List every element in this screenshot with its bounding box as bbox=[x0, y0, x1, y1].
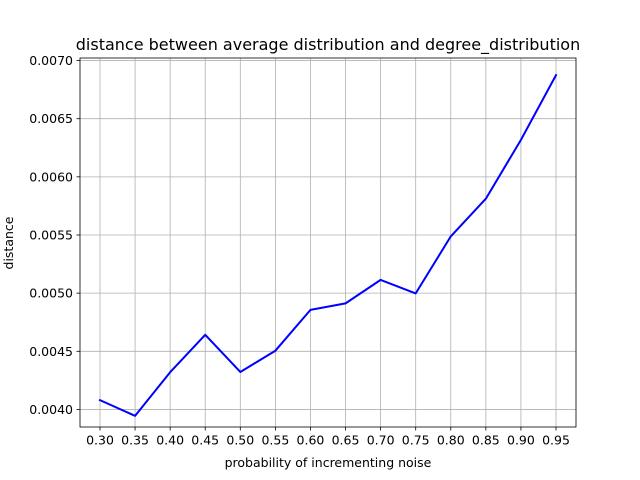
y-tick-label: 0.0065 bbox=[29, 111, 73, 126]
x-tick-label: 0.80 bbox=[437, 433, 465, 448]
y-tick-label: 0.0070 bbox=[29, 53, 73, 68]
series-line bbox=[98, 73, 558, 417]
y-tick-label: 0.0055 bbox=[29, 227, 73, 242]
x-tick-label: 0.30 bbox=[86, 433, 114, 448]
x-tick-label: 0.65 bbox=[332, 433, 360, 448]
x-tick-label: 0.95 bbox=[542, 433, 570, 448]
x-tick-label: 0.70 bbox=[367, 433, 395, 448]
x-tick-label: 0.45 bbox=[191, 433, 219, 448]
x-tick-label: 0.90 bbox=[507, 433, 535, 448]
plot-frame bbox=[79, 57, 577, 428]
x-tick-label: 0.85 bbox=[472, 433, 500, 448]
x-tick-label: 0.50 bbox=[226, 433, 254, 448]
x-tick-label: 0.75 bbox=[402, 433, 430, 448]
series-layer bbox=[98, 73, 558, 417]
y-tick-label: 0.0045 bbox=[29, 344, 73, 359]
x-axis-label: probability of incrementing noise bbox=[225, 455, 432, 470]
y-tick-label: 0.0050 bbox=[29, 286, 73, 301]
x-tick-label: 0.60 bbox=[297, 433, 325, 448]
chart-title: distance between average distribution an… bbox=[76, 35, 580, 55]
y-axis-label: distance bbox=[1, 216, 16, 269]
x-tick-label: 0.35 bbox=[121, 433, 149, 448]
tick-layer: 0.30 0.35 0.40 0.45 0.50 0.55 0.60 0.65 0.70 0.75… bbox=[29, 53, 570, 447]
grid-layer bbox=[80, 58, 576, 427]
y-tick-label: 0.0060 bbox=[29, 169, 73, 184]
x-tick-label: 0.40 bbox=[156, 433, 184, 448]
x-tick-label: 0.55 bbox=[261, 433, 289, 448]
y-tick-label: 0.0040 bbox=[29, 402, 73, 417]
